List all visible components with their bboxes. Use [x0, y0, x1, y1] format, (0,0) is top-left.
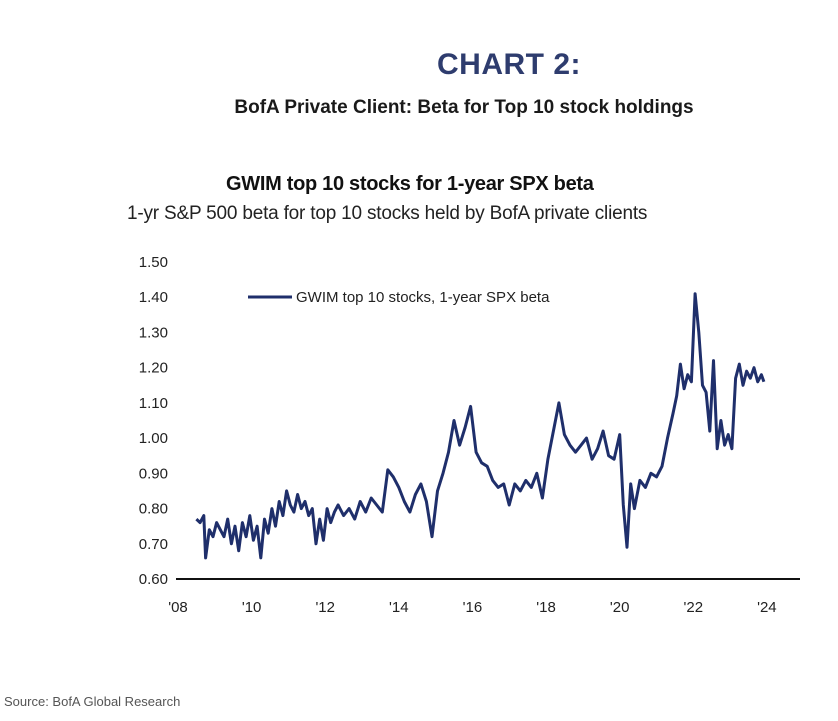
chart-plot-area: 0.60 0.70 0.80 0.90 1.00 1.10 1.20 1.30 1.40 1.50… [139, 254, 800, 616]
chart-number: CHART 2: [437, 48, 581, 81]
x-tick-label: '18 [536, 599, 556, 616]
y-tick-label: 1.30 [139, 324, 168, 341]
chart-subtitle: 1-yr S&P 500 beta for top 10 stocks held… [127, 203, 648, 224]
y-tick-label: 1.20 [139, 360, 168, 377]
x-axis-ticks: '08 '10 '12 '14 '16 '18 '20 '22 '24 [168, 599, 776, 616]
source-note: Source: BofA Global Research [4, 694, 181, 709]
x-tick-label: '20 [610, 599, 630, 616]
x-tick-label: '22 [683, 599, 703, 616]
series-layer [195, 292, 766, 560]
y-tick-label: 0.70 [139, 536, 168, 553]
y-tick-label: 1.40 [139, 289, 168, 306]
y-tick-label: 0.80 [139, 501, 168, 518]
y-tick-label: 1.10 [139, 395, 168, 412]
x-tick-label: '08 [168, 599, 188, 616]
x-tick-label: '14 [389, 599, 409, 616]
y-axis-ticks: 0.60 0.70 0.80 0.90 1.00 1.10 1.20 1.30 1.40 1.50 [139, 254, 168, 588]
x-tick-label: '24 [757, 599, 777, 616]
x-tick-label: '12 [315, 599, 335, 616]
x-tick-label: '16 [463, 599, 483, 616]
y-tick-label: 0.90 [139, 465, 168, 482]
chart-title: GWIM top 10 stocks for 1-year SPX beta [226, 173, 594, 195]
series-line-0 [195, 292, 766, 560]
x-tick-label: '10 [242, 599, 262, 616]
chart-caption: BofA Private Client: Beta for Top 10 sto… [234, 97, 694, 118]
y-tick-label: 1.50 [139, 254, 168, 271]
legend-label: GWIM top 10 stocks, 1-year SPX beta [296, 289, 550, 306]
legend: GWIM top 10 stocks, 1-year SPX beta [248, 289, 550, 306]
y-tick-label: 1.00 [139, 430, 168, 447]
y-tick-label: 0.60 [139, 571, 168, 588]
